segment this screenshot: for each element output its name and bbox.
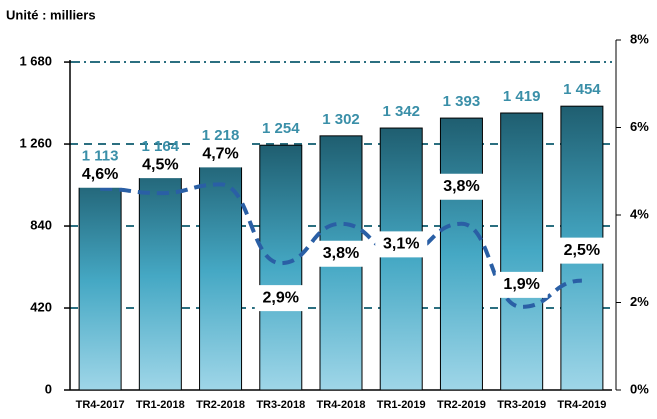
line-label-box — [134, 152, 187, 179]
bar — [379, 127, 423, 391]
line-value-label: 1,9% — [503, 276, 539, 293]
line-value-label: 3,8% — [443, 178, 479, 195]
line-label-box — [375, 231, 428, 258]
line-label-box — [315, 240, 367, 267]
bar-value-label: 1 393 — [443, 93, 481, 110]
x-tick-label: TR4-2019 — [557, 399, 606, 411]
line-value-label: 4,5% — [142, 156, 178, 173]
bar-value-label: 1 113 — [82, 148, 119, 165]
bar — [199, 151, 243, 391]
line-value-label: 2,5% — [564, 242, 600, 259]
x-tick-label: TR3-2018 — [256, 399, 305, 411]
bar — [78, 172, 122, 391]
bar-value-label: 1 254 — [262, 120, 300, 137]
line-label-box — [495, 271, 548, 298]
line-value-label: 2,9% — [263, 289, 299, 306]
y2-tick-label: 8% — [630, 31, 649, 46]
line-value-label: 3,8% — [323, 245, 359, 262]
bar-value-label: 1 218 — [202, 127, 240, 144]
y-tick-label: 0 — [45, 381, 52, 396]
y2-tick-label: 2% — [630, 294, 649, 309]
line-label-box — [74, 161, 127, 188]
x-tick-label: TR1-2019 — [377, 399, 426, 411]
x-tick-label: TR4-2017 — [76, 399, 125, 411]
line-label-box — [254, 285, 307, 312]
x-tick-label: TR2-2018 — [196, 399, 245, 411]
line-label-box — [435, 173, 488, 200]
line-value-label: 4,7% — [202, 146, 238, 163]
bar-value-label: 1 342 — [382, 103, 420, 120]
bar-value-label: 1 454 — [563, 81, 601, 98]
y2-tick-label: 4% — [630, 206, 649, 221]
line-value-label: 3,1% — [383, 236, 419, 253]
line-label-box — [194, 141, 247, 168]
y-tick-label: 1 680 — [19, 53, 52, 68]
bar-value-label: 1 419 — [503, 88, 541, 105]
bar — [138, 162, 182, 391]
y-tick-label: 1 260 — [19, 135, 52, 150]
y2-tick-label: 6% — [630, 119, 649, 134]
bar-value-label: 1 164 — [142, 138, 180, 155]
unit-label: Unité : milliers — [6, 7, 96, 22]
bar — [439, 117, 483, 391]
y-tick-label: 420 — [30, 299, 52, 314]
line-value-label: 4,6% — [82, 166, 118, 183]
bar — [259, 144, 303, 391]
bar — [500, 112, 544, 391]
x-tick-label: TR1-2018 — [136, 399, 185, 411]
y2-tick-label: 0% — [630, 381, 649, 396]
line-label-box — [555, 237, 608, 264]
x-tick-label: TR3-2019 — [497, 399, 546, 411]
x-tick-label: TR2-2019 — [437, 399, 486, 411]
y-tick-label: 840 — [30, 217, 52, 232]
x-tick-label: TR4-2018 — [317, 399, 366, 411]
bar-value-label: 1 302 — [322, 111, 360, 128]
